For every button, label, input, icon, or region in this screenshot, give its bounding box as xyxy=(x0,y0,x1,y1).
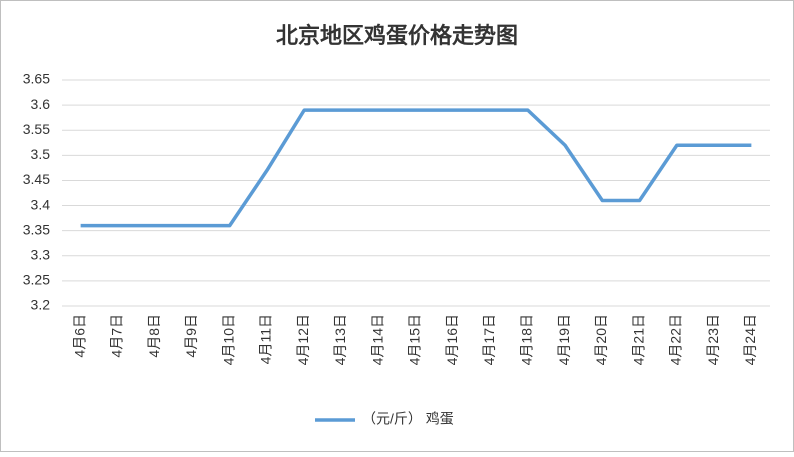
x-tick-label: 4月7日 xyxy=(109,314,125,358)
x-tick-label: 4月22日 xyxy=(668,314,684,365)
x-tick-label: 4月21日 xyxy=(630,314,646,365)
y-tick-label: 3.6 xyxy=(31,96,51,112)
y-tick-label: 3.5 xyxy=(31,146,51,162)
y-tick-label: 3.2 xyxy=(31,297,51,313)
x-tick-label: 4月14日 xyxy=(369,314,385,365)
x-tick-label: 4月20日 xyxy=(593,314,609,365)
x-tick-label: 4月17日 xyxy=(481,314,497,365)
x-tick-label: 4月12日 xyxy=(295,314,311,365)
x-tick-label: 4月6日 xyxy=(71,314,87,358)
x-tick-label: 4月15日 xyxy=(407,314,423,365)
y-tick-label: 3.4 xyxy=(31,196,51,212)
y-tick-label: 3.55 xyxy=(23,121,50,137)
series-line xyxy=(80,108,752,228)
x-tick-label: 4月13日 xyxy=(332,314,348,365)
x-tick-label: 4月18日 xyxy=(518,314,534,365)
x-tick-label: 4月11日 xyxy=(258,314,274,364)
chart-title: 北京地区鸡蛋价格走势图 xyxy=(276,23,518,48)
x-tick-label: 4月19日 xyxy=(556,314,572,365)
y-tick-label: 3.25 xyxy=(23,272,50,288)
y-tick-label: 3.45 xyxy=(23,171,50,187)
x-tick-label: 4月16日 xyxy=(444,314,460,365)
y-tick-label: 3.3 xyxy=(31,246,51,262)
x-tick-label: 4月24日 xyxy=(742,314,758,365)
legend-label: （元/斤） 鸡蛋 xyxy=(362,411,454,427)
y-tick-label: 3.65 xyxy=(23,71,50,87)
x-tick-label: 4月8日 xyxy=(146,314,162,358)
y-tick-label: 3.35 xyxy=(23,221,50,237)
x-tick-label: 4月23日 xyxy=(705,314,721,365)
x-tick-label: 4月10日 xyxy=(220,314,236,365)
x-tick-label: 4月9日 xyxy=(183,314,199,358)
